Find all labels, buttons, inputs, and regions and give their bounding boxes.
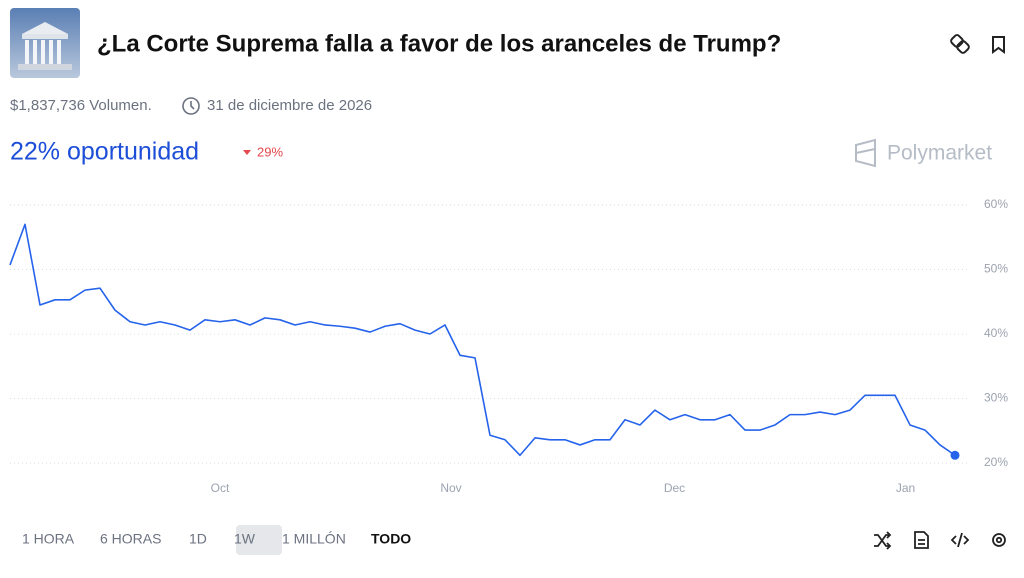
range-button[interactable]: TODO: [371, 531, 411, 547]
end-date: 31 de diciembre de 2026: [207, 97, 372, 114]
y-tick-label: 50%: [984, 262, 1008, 276]
clock-icon: [182, 97, 200, 115]
x-tick-label: Jan: [896, 481, 915, 495]
brand-logo: [855, 138, 876, 168]
market-image: [10, 8, 80, 78]
range-button[interactable]: 1W: [234, 531, 256, 547]
range-button[interactable]: 1 HORA: [22, 531, 75, 547]
x-tick-label: Oct: [211, 481, 230, 495]
document-icon[interactable]: [914, 531, 929, 549]
y-tick-label: 40%: [984, 326, 1008, 340]
tool-icons: [874, 531, 1006, 550]
link-icon[interactable]: [950, 34, 970, 54]
change: 29%: [257, 144, 283, 159]
end-point: [950, 450, 960, 460]
shuffle-icon[interactable]: [874, 531, 892, 550]
range-button[interactable]: 1D: [189, 531, 207, 547]
down-arrow: [243, 150, 251, 155]
y-tick-label: 30%: [984, 391, 1008, 405]
range-buttons: 1 HORA 6 HORAS 1D 1W 1 MILLÓN TODO: [22, 531, 411, 547]
embed-icon[interactable]: [950, 532, 970, 548]
x-tick-label: Nov: [440, 481, 461, 495]
x-tick-label: Dec: [664, 481, 685, 495]
line: [9, 223, 956, 457]
title: ¿La Corte Suprema falla a favor de los a…: [97, 30, 781, 57]
bookmark-icon[interactable]: [992, 36, 1005, 54]
active-range: [236, 525, 282, 555]
volume: $1,837,736 Volumen.: [10, 97, 152, 114]
settings-icon[interactable]: [992, 533, 1006, 547]
y-tick-label: 60%: [984, 197, 1008, 211]
chart: 20% 30% 40% 50% 60% Oct Nov Dec Jan: [9, 197, 1008, 495]
y-tick-label: 20%: [984, 455, 1008, 469]
chance: 22% oportunidad: [10, 138, 199, 166]
range-button[interactable]: 6 HORAS: [100, 531, 161, 547]
range-button[interactable]: 1 MILLÓN: [282, 531, 346, 547]
brand: Polymarket: [887, 142, 992, 165]
